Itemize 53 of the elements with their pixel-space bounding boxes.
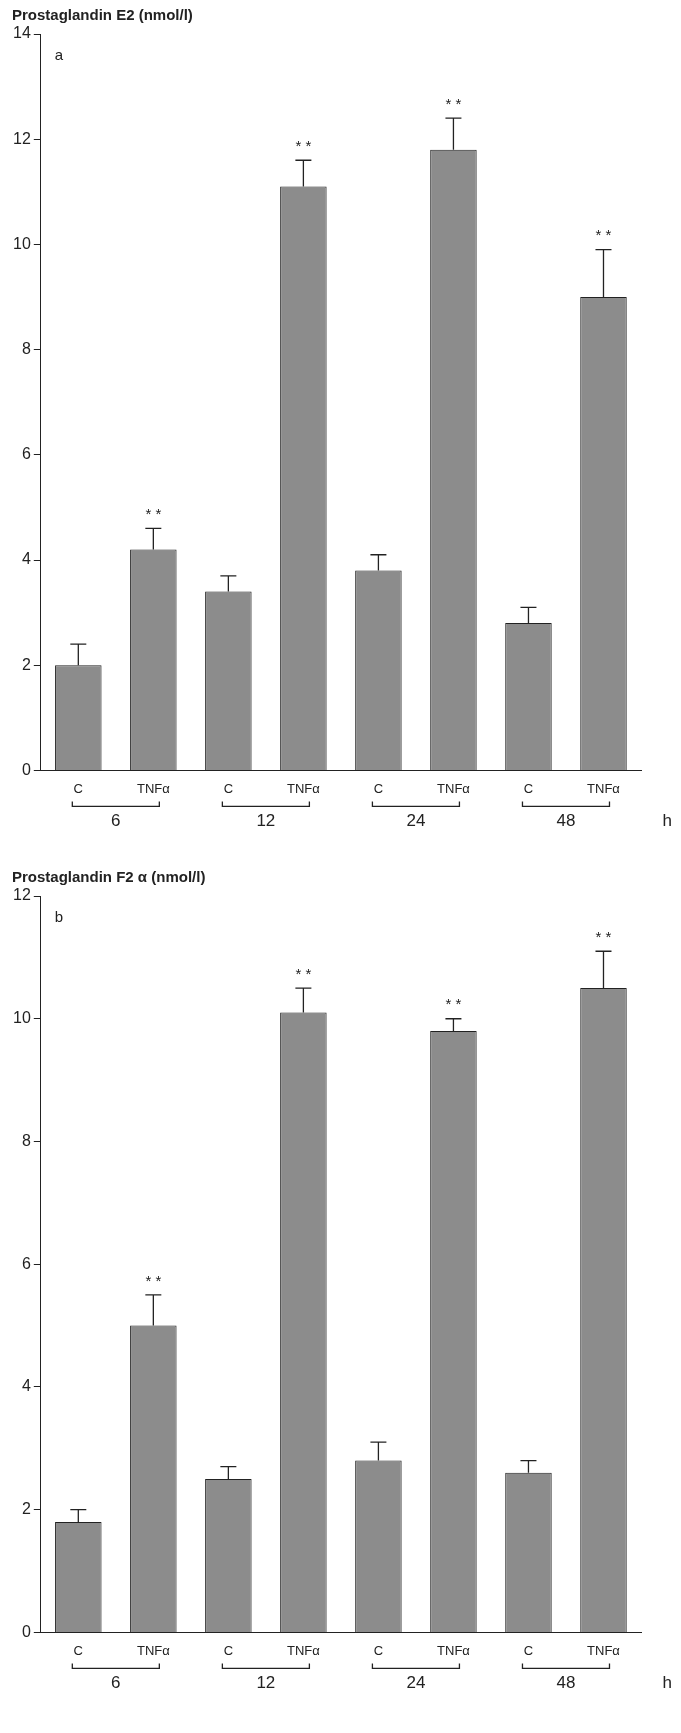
text: 24	[406, 1672, 426, 1692]
annotation: * *	[145, 1271, 162, 1289]
x-tick-label: C	[73, 780, 83, 796]
text: 6	[111, 1672, 121, 1692]
annotation: * *	[595, 927, 612, 945]
x-tick-label: TNFα	[136, 780, 171, 796]
x-axis-title: h	[662, 810, 672, 830]
x-tick-label: C	[373, 780, 384, 796]
annotation: b	[54, 907, 64, 925]
y-tick-label: 12	[13, 129, 31, 147]
x-tick-label: C	[373, 1642, 384, 1658]
y-axis-title: Prostaglandin E2 (nmol/l)	[12, 5, 193, 23]
x-tick-label: C	[73, 1642, 83, 1658]
y-tick-label: 6	[21, 1254, 31, 1272]
text: 48	[556, 1672, 576, 1692]
x-tick-label: TNFα	[587, 780, 621, 796]
x-tick-label: TNFα	[136, 1642, 171, 1658]
y-tick-label: 0	[21, 760, 31, 778]
x-tick-label: C	[523, 1642, 534, 1658]
x-tick-label: TNFα	[437, 1642, 471, 1658]
y-tick-label: 10	[13, 1009, 31, 1027]
y-tick-label: 6	[21, 445, 31, 463]
text: 12	[256, 1672, 276, 1692]
annotation: * *	[595, 226, 612, 244]
x-tick-label: TNFα	[587, 1642, 621, 1658]
annotation: * *	[145, 505, 162, 523]
x-tick-label: TNFα	[437, 780, 471, 796]
x-tick-label: TNFα	[286, 1642, 321, 1658]
y-axis-title: Prostaglandin F2 α (nmol/l)	[12, 867, 206, 885]
annotation: * *	[295, 964, 312, 982]
text: 6	[111, 810, 121, 830]
y-tick-label: 4	[21, 550, 31, 568]
x-axis-title: h	[662, 1672, 672, 1692]
x-tick-label: C	[223, 1642, 234, 1658]
text: 24	[406, 810, 426, 830]
y-tick-label: 8	[21, 1131, 31, 1149]
annotation: * *	[445, 995, 462, 1013]
x-tick-label: C	[523, 780, 534, 796]
x-tick-label: TNFα	[286, 780, 321, 796]
annotation: * *	[445, 94, 462, 112]
x-tick-label: C	[223, 780, 234, 796]
annotation: a	[54, 45, 64, 63]
y-tick-label: 10	[13, 234, 31, 252]
y-tick-label: 12	[13, 886, 31, 904]
y-tick-label: 0	[21, 1622, 31, 1640]
text: 48	[556, 810, 576, 830]
text: 12	[256, 810, 276, 830]
y-tick-label: 8	[21, 340, 31, 358]
annotation: * *	[295, 136, 312, 154]
y-tick-label: 2	[21, 1500, 31, 1518]
y-tick-label: 2	[21, 655, 31, 673]
y-tick-label: 4	[21, 1377, 31, 1395]
y-tick-label: 14	[13, 24, 31, 42]
